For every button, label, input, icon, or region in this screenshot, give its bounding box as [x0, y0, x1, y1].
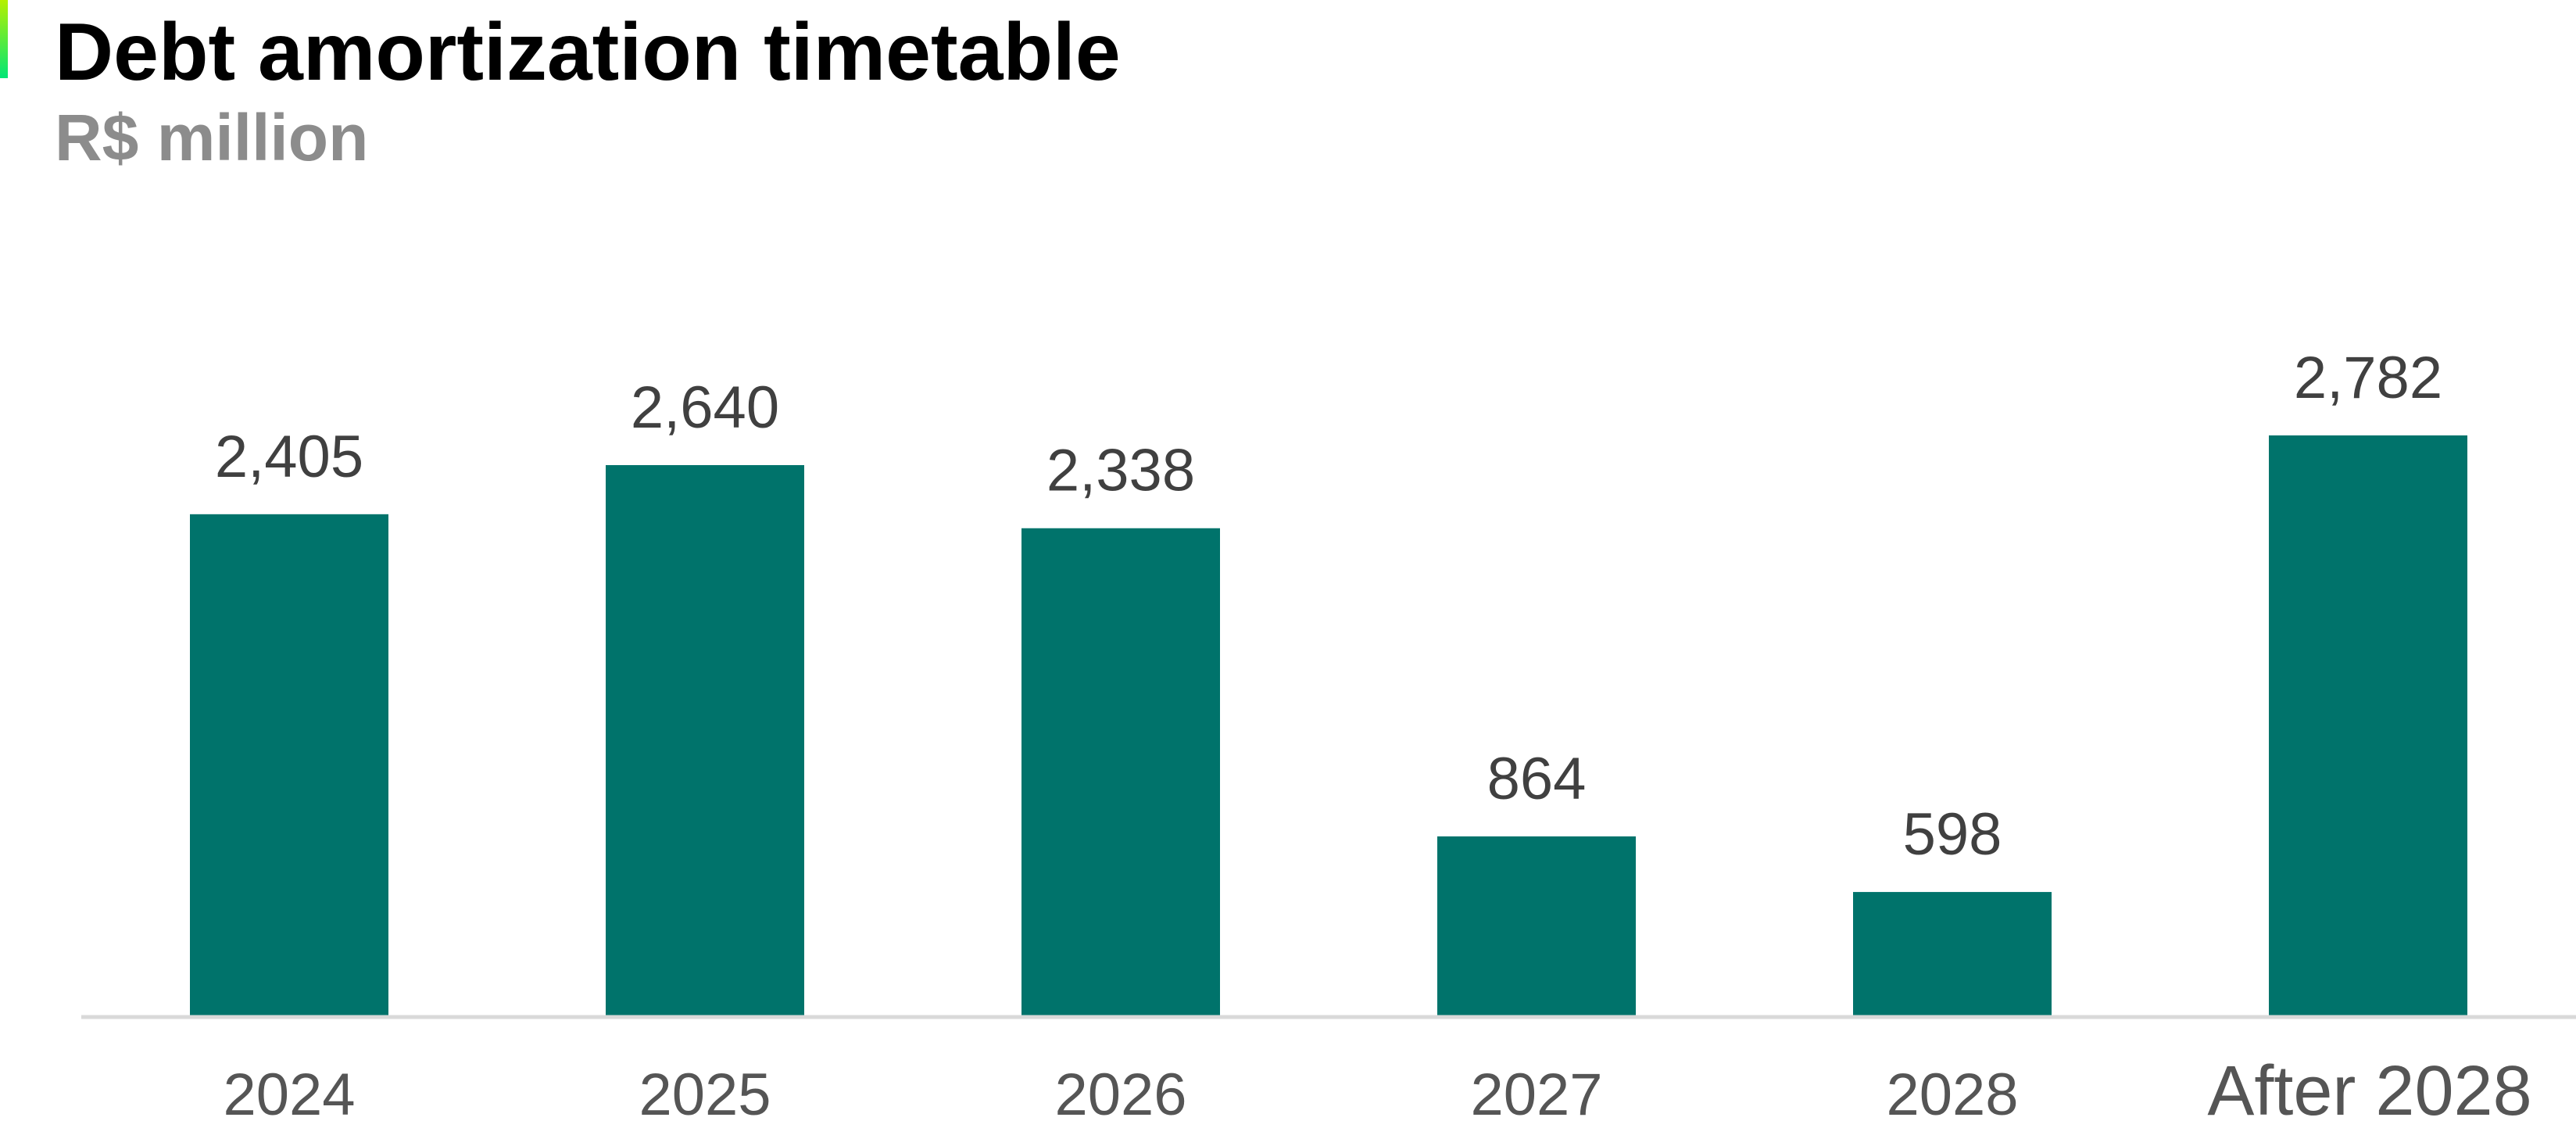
bar-2024 [190, 514, 388, 1017]
bar-after-2028 [2269, 435, 2467, 1017]
category-label: 2024 [223, 1062, 355, 1128]
value-label: 2,338 [1046, 438, 1195, 504]
chart-title: Debt amortization timetable [55, 7, 1121, 98]
bar-2026 [1021, 528, 1220, 1017]
category-label: 2027 [1470, 1062, 1602, 1128]
value-label: 2,405 [215, 424, 363, 490]
category-label: 2028 [1886, 1062, 2018, 1128]
category-label: 2026 [1054, 1062, 1186, 1128]
value-label: 2,640 [631, 374, 779, 441]
bars-group [190, 435, 2467, 1017]
category-label: After 2028 [2207, 1052, 2531, 1130]
value-labels-group: 2,405 2,640 2,338 864 598 2,782 [215, 345, 2442, 868]
accent-mark [0, 0, 8, 78]
bar-2027 [1437, 836, 1636, 1017]
chart-subtitle: R$ million [55, 101, 369, 174]
value-label: 2,782 [2294, 345, 2442, 411]
value-label: 864 [1487, 746, 1587, 812]
category-label: 2025 [639, 1062, 771, 1128]
bar-2028 [1853, 892, 2052, 1017]
bar-2025 [606, 464, 804, 1017]
value-label: 598 [1903, 801, 2002, 868]
category-labels-group: 2024 2025 2026 2027 2028 After 2028 [223, 1052, 2531, 1130]
